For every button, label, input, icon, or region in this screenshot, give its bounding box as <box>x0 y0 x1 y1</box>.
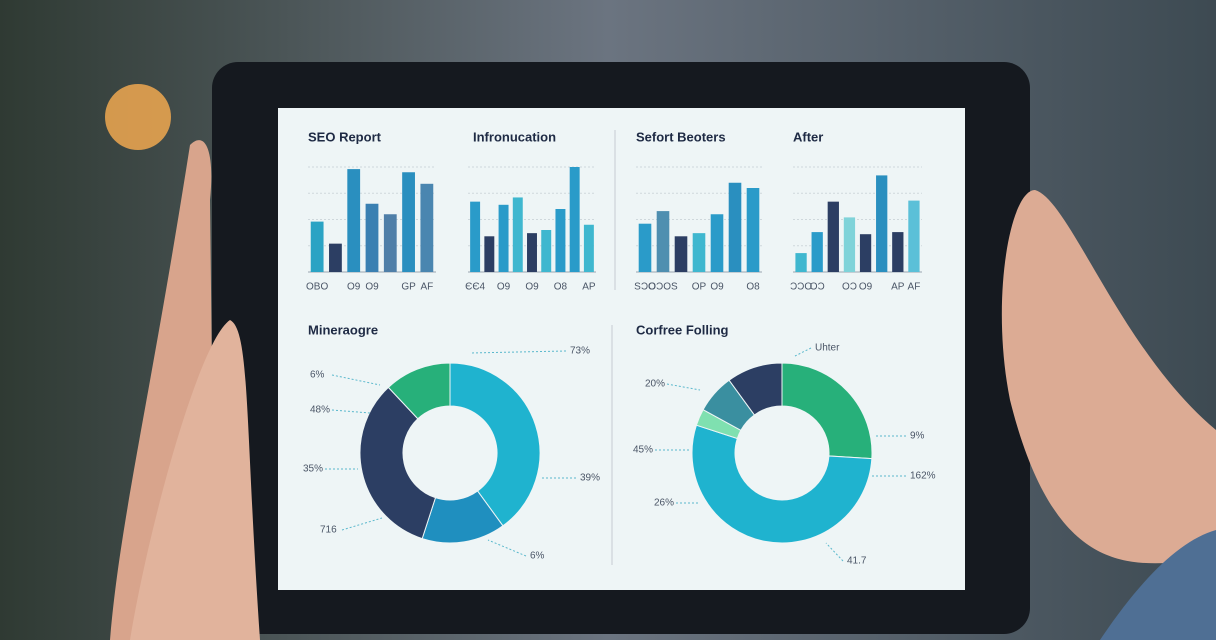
x-tick-label: OƆ <box>810 282 825 293</box>
bar <box>402 172 415 272</box>
bar <box>843 217 856 272</box>
x-tick-label: OƆ <box>842 282 857 293</box>
x-tick-label: O9 <box>365 282 379 293</box>
x-tick-label: O8 <box>554 282 568 293</box>
x-tick-label: O9 <box>859 282 873 293</box>
annotation: Uhter <box>815 343 840 354</box>
annotation: 41.7 <box>847 556 867 567</box>
x-tick-label: AF <box>420 282 433 293</box>
sleeve <box>1100 530 1216 640</box>
bar <box>310 221 324 272</box>
leader-line <box>341 517 383 531</box>
screen <box>278 108 965 590</box>
bar <box>728 182 742 272</box>
right-hand <box>1001 190 1216 564</box>
x-tick-label: AP <box>891 282 905 293</box>
annotation: 45% <box>633 445 653 456</box>
bar <box>827 201 839 272</box>
bar <box>638 223 652 272</box>
leader-line <box>825 542 844 562</box>
x-tick-label: OBO <box>306 282 328 293</box>
leader-line <box>666 383 701 391</box>
x-tick-label: O9 <box>525 282 539 293</box>
leader-line <box>469 350 567 354</box>
annotation: 20% <box>645 379 665 390</box>
annotation: 26% <box>654 498 674 509</box>
x-tick-label: O8 <box>746 282 760 293</box>
x-tick-label: AF <box>908 282 921 293</box>
chart-title: Sefort Beoters <box>636 129 726 144</box>
bar <box>420 183 434 272</box>
bar <box>512 197 523 272</box>
donut-slice <box>691 424 873 544</box>
bar <box>329 243 342 272</box>
annotation: 6% <box>310 370 325 381</box>
bar <box>908 200 920 272</box>
bar <box>347 169 361 272</box>
x-tick-label: OƆOS <box>648 282 678 293</box>
bar <box>569 167 580 272</box>
bar <box>527 233 537 272</box>
chart-title: Mineraogre <box>308 322 378 337</box>
annotation: 48% <box>310 405 330 416</box>
bar <box>692 233 706 272</box>
left-thumb <box>130 320 260 640</box>
bar <box>710 214 724 272</box>
donut-slice <box>781 362 873 460</box>
chart-title: SEO Report <box>308 129 382 144</box>
bar <box>555 209 566 272</box>
x-tick-label: GP <box>401 282 416 293</box>
annotation: 39% <box>580 473 600 484</box>
bar <box>541 230 552 272</box>
annotation: 716 <box>320 525 337 536</box>
donut-slice <box>387 362 451 420</box>
x-tick-label: O9 <box>347 282 361 293</box>
x-tick-label: O9 <box>497 282 511 293</box>
bar <box>876 175 888 272</box>
x-tick-label: AP <box>582 282 596 293</box>
x-tick-label: SƆO <box>634 282 656 293</box>
annotation: 6% <box>530 551 545 562</box>
bar <box>583 224 594 272</box>
chart-title: After <box>793 129 823 144</box>
leader-line <box>487 539 527 557</box>
chart-title: Infronucation <box>473 129 556 144</box>
annotation: 35% <box>303 464 323 475</box>
bar <box>470 201 481 272</box>
bar <box>795 253 807 272</box>
x-tick-label: O9 <box>710 282 724 293</box>
chart-title: Corfree Folling <box>636 322 729 337</box>
bokeh <box>105 84 171 150</box>
bar <box>674 236 688 272</box>
x-tick-label: OP <box>692 282 707 293</box>
bar <box>811 232 823 272</box>
leader-line <box>331 374 381 386</box>
bar <box>365 203 379 272</box>
donut-slice <box>728 362 783 416</box>
bar <box>383 214 397 272</box>
x-tick-label: ЄЄ4 <box>465 282 485 293</box>
donut-slice <box>359 386 437 540</box>
bar <box>859 234 872 272</box>
bar <box>498 204 509 272</box>
bar <box>656 211 670 272</box>
annotation: 9% <box>910 431 925 442</box>
bar <box>746 188 760 272</box>
annotation: 162% <box>910 471 936 482</box>
annotation: 73% <box>570 346 590 357</box>
x-tick-label: ƆƆO <box>790 282 812 293</box>
bar <box>892 232 904 272</box>
bar <box>484 236 495 272</box>
leader-line <box>794 347 812 357</box>
donut-slice <box>449 362 541 527</box>
